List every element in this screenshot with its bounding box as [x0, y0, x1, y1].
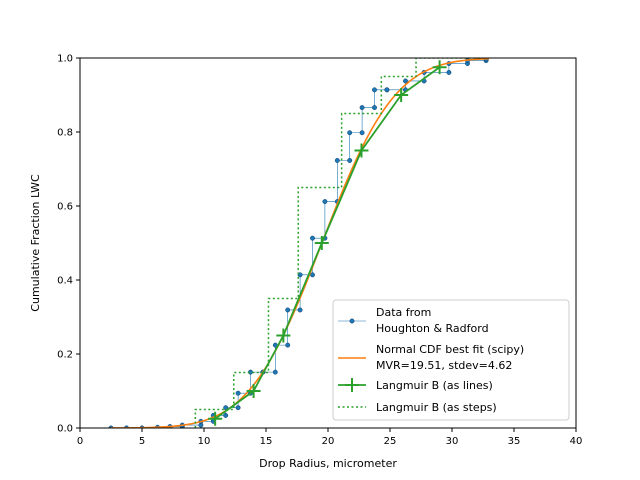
x-tick-label: 35	[508, 436, 521, 447]
data-point	[235, 405, 241, 411]
y-tick-label: 1.0	[57, 54, 73, 65]
data-point	[223, 412, 229, 418]
data-point	[372, 87, 377, 93]
langmuir-plus-marker	[314, 236, 329, 250]
legend-label: Langmuir B (as lines)	[376, 379, 493, 392]
data-point	[297, 272, 303, 278]
legend-label: Normal CDF best fit (scipy)	[376, 343, 524, 356]
data-point	[297, 307, 303, 313]
x-tick-label: 20	[322, 436, 335, 447]
data-point	[272, 369, 278, 375]
data-point	[347, 130, 353, 136]
data-point	[285, 307, 291, 313]
x-axis: 0 5 10 15 20 25 30 35 40	[77, 428, 583, 447]
legend-entry: Data from Houghton & Radford	[338, 306, 489, 335]
x-tick-label: 40	[570, 436, 583, 447]
legend-label: Houghton & Radford	[376, 322, 489, 335]
legend-box	[332, 299, 570, 421]
data-point	[322, 199, 328, 205]
data-point	[285, 342, 291, 348]
y-tick-label: 0.6	[57, 202, 73, 213]
langmuir-plus-marker	[394, 88, 409, 102]
x-tick-label: 15	[260, 436, 273, 447]
marker-layer	[208, 60, 447, 426]
data-point	[446, 69, 452, 75]
data-point	[235, 390, 241, 396]
x-tick-label: 0	[77, 436, 83, 447]
legend-entry: Normal CDF best fit (scipy) MVR=19.51, st…	[338, 343, 524, 372]
y-axis-label: Cumulative Fraction LWC	[29, 174, 42, 312]
data-point	[347, 158, 353, 163]
y-tick-label: 0.4	[57, 276, 73, 287]
y-tick-label: 0.8	[57, 128, 73, 139]
legend-label: Langmuir B (as steps)	[376, 401, 497, 414]
langmuir-plus-marker	[354, 143, 369, 158]
x-axis-label: Drop Radius, micrometer	[259, 457, 397, 470]
legend-entry: Langmuir B (as lines)	[338, 378, 493, 392]
data-point	[310, 272, 315, 278]
langmuir-plus-marker	[246, 384, 261, 398]
legend-label: Data from	[376, 306, 431, 319]
langmuir-plus-marker	[208, 411, 223, 426]
data-point	[334, 158, 340, 163]
x-tick-label: 10	[198, 436, 211, 447]
legend: Data from Houghton & Radford Normal CDF be…	[332, 299, 570, 421]
series-line-normal-cdf	[110, 58, 490, 428]
langmuir-plus-marker	[432, 60, 447, 75]
data-point	[359, 105, 365, 111]
data-point	[359, 130, 365, 136]
data-point	[372, 105, 377, 111]
y-tick-label: 0.2	[57, 350, 73, 361]
y-axis: 0.0 0.2 0.4 0.6 0.8 1.0	[57, 54, 80, 435]
y-tick-label: 0.0	[57, 424, 73, 435]
x-tick-label: 25	[384, 436, 397, 447]
langmuir-plus-marker	[276, 328, 291, 343]
x-tick-label: 30	[446, 436, 459, 447]
data-point	[403, 78, 408, 84]
data-point	[384, 87, 390, 93]
data-point	[310, 235, 315, 241]
series-line-langmuir-steps	[194, 58, 483, 428]
legend-entry: Langmuir B (as steps)	[338, 401, 497, 414]
x-tick-label: 5	[139, 436, 145, 447]
legend-label: MVR=19.51, stdev=4.62	[376, 359, 512, 372]
